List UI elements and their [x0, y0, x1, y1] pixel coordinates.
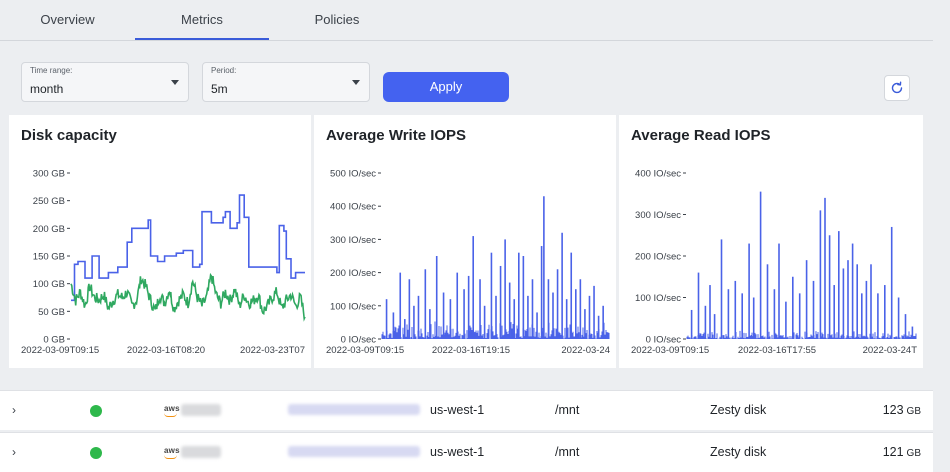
y-tick-label: 300 IO/sec — [330, 235, 376, 246]
y-tick-label: 400 IO/sec — [635, 169, 681, 180]
x-tick-label: 2022-03-09T09:15 — [631, 345, 709, 356]
refresh-icon — [891, 81, 903, 94]
write-iops-chart: Average Write IOPS 0 IO/sec 100 IO/sec 200… — [314, 115, 616, 368]
y-tick-label: 400 IO/sec — [330, 202, 376, 213]
y-tick-label: 50 GB — [38, 307, 65, 318]
aws-logo: aws — [164, 446, 180, 455]
apply-button[interactable]: Apply — [383, 72, 509, 102]
y-tick-label: 200 IO/sec — [635, 252, 681, 263]
active-tab-indicator — [135, 38, 269, 40]
status-ok-icon — [90, 447, 102, 459]
y-tick-label: 100 IO/sec — [330, 301, 376, 312]
read-iops-chart: Average Read IOPS 0 IO/sec 100 IO/sec 200 … — [619, 115, 923, 368]
y-tick-label: 300 GB — [33, 169, 65, 180]
x-tick-label: 2022-03-16T19:15 — [432, 345, 510, 356]
y-tick-label: 100 GB — [33, 279, 65, 290]
x-tick-label: 2022-03-24 — [561, 345, 610, 356]
disk-capacity-chart: Disk capacity 0 GB 50 GB 100 GB 150 GB 200 G… — [9, 115, 311, 368]
caret-down-icon — [171, 80, 179, 85]
refresh-button[interactable] — [884, 75, 910, 101]
x-tick-label: 2022-03-16T08:20 — [127, 345, 205, 356]
mount-cell: /mnt — [555, 403, 580, 417]
period-label: Period: — [211, 66, 237, 75]
disk-capacity-plot: 0 GB 50 GB 100 GB 150 GB 200 GB 250 GB 300 GB 2… — [21, 169, 306, 356]
time-range-label: Time range: — [30, 66, 73, 75]
mount-cell: /mnt — [555, 445, 580, 459]
table-row[interactable]: › aws us-west-1 /mnt Zesty disk 123 GB — [0, 390, 933, 430]
y-tick-label: 100 IO/sec — [635, 293, 681, 304]
x-tick-label: 2022-03-16T17:55 — [738, 345, 816, 356]
y-tick-label: 0 IO/sec — [646, 335, 682, 346]
expand-row-icon[interactable]: › — [12, 445, 16, 459]
status-ok-icon — [90, 405, 102, 417]
aws-logo-smile — [164, 413, 177, 417]
redacted-volume-id — [288, 404, 420, 415]
x-tick-label: 2022-03-09T09:15 — [21, 345, 99, 356]
tab-overview[interactable]: Overview — [40, 12, 95, 27]
tab-metrics[interactable]: Metrics — [181, 12, 223, 27]
y-tick-label: 300 IO/sec — [635, 210, 681, 221]
tab-bar: Overview Metrics Policies — [0, 0, 933, 41]
y-tick-label: 200 IO/sec — [330, 268, 376, 279]
x-tick-label: 2022-03-24T — [863, 345, 918, 356]
y-tick-label: 0 IO/sec — [341, 335, 377, 346]
region-cell: us-west-1 — [430, 445, 485, 459]
iops-series — [381, 196, 610, 339]
caret-down-icon — [352, 80, 360, 85]
table-row[interactable]: › aws us-west-1 /mnt Zesty disk 121 GB — [0, 432, 933, 472]
time-range-value: month — [30, 82, 64, 96]
write-iops-plot: 0 IO/sec 100 IO/sec 200 IO/sec 300 IO/sec 40… — [326, 169, 610, 357]
used-capacity-series — [70, 272, 306, 322]
tab-policies[interactable]: Policies — [314, 12, 360, 27]
size-cell: 121 GB — [882, 445, 921, 459]
redacted-volume-id — [288, 446, 420, 457]
chart-title: Average Read IOPS — [631, 127, 771, 144]
redacted-account — [181, 404, 221, 416]
size-cell: 123 GB — [882, 403, 921, 417]
period-select[interactable]: Period: 5m — [202, 62, 370, 102]
y-tick-label: 150 GB — [33, 252, 65, 263]
aws-logo-smile — [164, 455, 177, 459]
expand-row-icon[interactable]: › — [12, 403, 16, 417]
iops-series — [686, 191, 917, 339]
disk-type-cell: Zesty disk — [710, 403, 767, 417]
y-tick-label: 250 GB — [33, 196, 65, 207]
read-iops-plot: 0 IO/sec 100 IO/sec 200 IO/sec 300 IO/sec 40… — [631, 169, 918, 357]
redacted-account — [181, 446, 221, 458]
total-capacity-series — [71, 194, 305, 302]
period-value: 5m — [211, 82, 228, 96]
y-tick-label: 500 IO/sec — [330, 169, 376, 180]
y-tick-label: 200 GB — [33, 224, 65, 235]
disk-type-cell: Zesty disk — [710, 445, 767, 459]
x-tick-label: 2022-03-23T07 — [240, 345, 305, 356]
chart-title: Disk capacity — [21, 127, 117, 144]
aws-logo: aws — [164, 404, 180, 413]
time-range-select[interactable]: Time range: month — [21, 62, 189, 102]
region-cell: us-west-1 — [430, 403, 485, 417]
chart-title: Average Write IOPS — [326, 127, 467, 144]
x-tick-label: 2022-03-09T09:15 — [326, 345, 404, 356]
y-tick-label: 0 GB — [43, 335, 65, 346]
